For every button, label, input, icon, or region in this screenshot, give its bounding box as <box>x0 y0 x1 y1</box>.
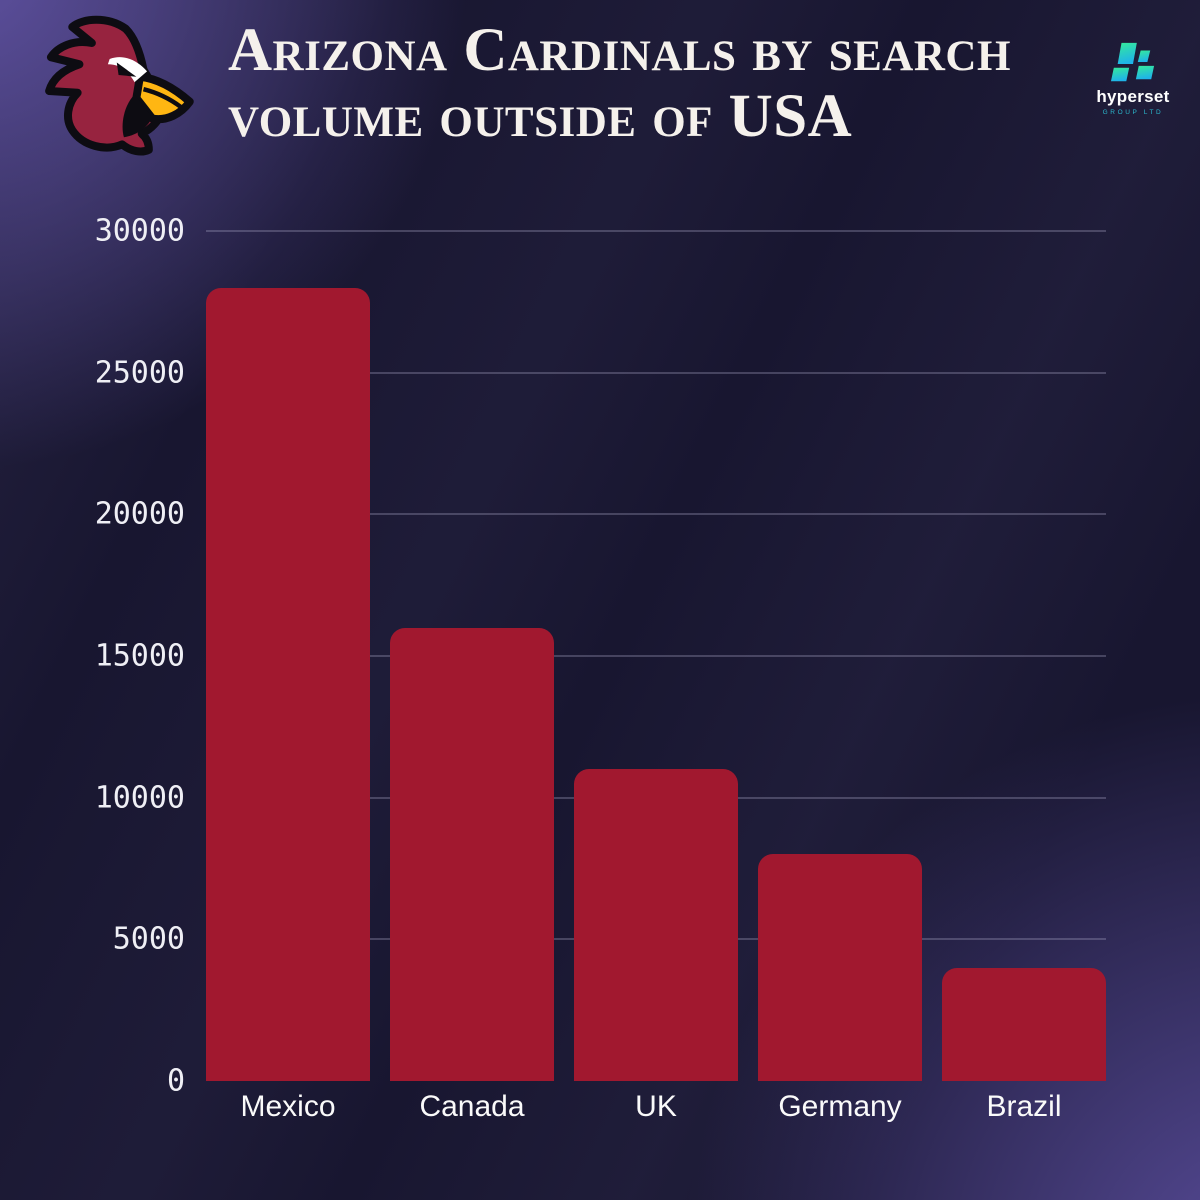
bar-mexico <box>206 287 370 1081</box>
title-line-1: Arizona Cardinals by search <box>228 17 1011 84</box>
title-line-2: volume outside of USA <box>228 83 853 150</box>
x-label-germany: Germany <box>778 1090 902 1123</box>
y-tick-10000: 10000 <box>94 780 185 816</box>
x-label-uk: UK <box>635 1090 677 1123</box>
arizona-cardinals-logo-icon <box>26 10 204 172</box>
hyperset-logo-icon <box>1110 42 1155 82</box>
brand-name: hyperset <box>1096 87 1170 106</box>
cardinal-head-icon <box>45 15 194 156</box>
x-axis-labels: Mexico Canada UK Germany Brazil <box>206 1090 1106 1124</box>
x-label-canada: Canada <box>419 1090 525 1123</box>
gridline-20000 <box>206 513 1106 516</box>
y-tick-30000: 30000 <box>94 213 185 249</box>
x-label-mexico: Mexico <box>240 1090 336 1123</box>
y-tick-0: 0 <box>166 1063 185 1099</box>
gridline-30000 <box>206 230 1106 232</box>
page-title: Arizona Cardinals by search volume outsi… <box>228 18 1011 150</box>
bar-chart-plot: 0 5000 10000 15000 20000 25000 30000 <box>95 214 1106 1099</box>
brand-subtitle: GROUP LTD <box>1102 109 1164 116</box>
gridline-15000 <box>206 655 1106 657</box>
bars-group <box>206 231 1106 1081</box>
y-tick-5000: 5000 <box>112 921 185 957</box>
y-tick-15000: 15000 <box>94 638 185 674</box>
bar-uk <box>574 769 738 1081</box>
y-tick-20000: 20000 <box>94 496 185 532</box>
x-label-brazil: Brazil <box>986 1090 1062 1123</box>
gridline-25000 <box>206 371 1106 374</box>
bar-canada <box>390 627 554 1081</box>
y-tick-25000: 25000 <box>94 355 185 391</box>
bar-brazil <box>942 967 1106 1081</box>
bar-germany <box>758 854 922 1081</box>
hyperset-brand: hyperset GROUP LTD <box>1083 42 1183 116</box>
